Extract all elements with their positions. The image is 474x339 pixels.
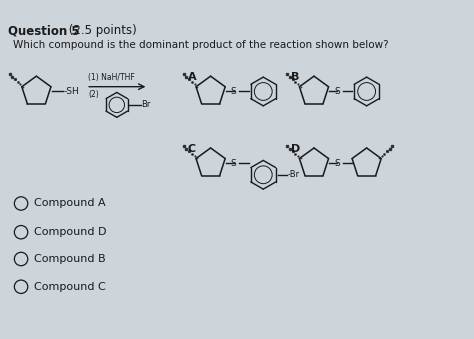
Text: S: S [231, 159, 237, 168]
Text: Br: Br [141, 100, 150, 109]
Text: S: S [334, 87, 340, 96]
Text: (2): (2) [88, 89, 99, 99]
Text: Question 5: Question 5 [8, 24, 79, 38]
Text: B: B [291, 72, 300, 82]
Text: Compound B: Compound B [35, 254, 106, 264]
Text: (1) NaH/THF: (1) NaH/THF [88, 73, 135, 82]
Text: C: C [188, 144, 196, 154]
Text: Which compound is the dominant product of the reaction shown below?: Which compound is the dominant product o… [13, 40, 389, 50]
Text: -Br: -Br [287, 170, 299, 179]
Text: A: A [188, 72, 196, 82]
Text: Compound A: Compound A [35, 198, 106, 208]
Text: -SH: -SH [63, 87, 79, 96]
Text: D: D [291, 144, 300, 154]
Text: (2.5 points): (2.5 points) [65, 24, 137, 38]
Text: Compound D: Compound D [35, 227, 107, 237]
Text: S: S [231, 87, 237, 96]
Text: S: S [334, 159, 340, 168]
Text: Compound C: Compound C [35, 282, 106, 292]
